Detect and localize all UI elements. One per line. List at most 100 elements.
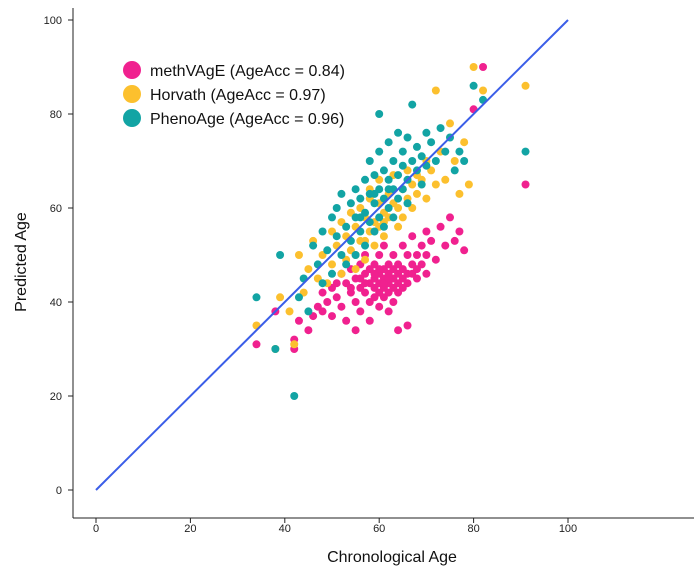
legend: methVAgE (AgeAcc = 0.84) Horvath (AgeAcc …: [123, 61, 345, 128]
data-point: [304, 307, 313, 316]
data-point: [479, 63, 488, 71]
data-point: [252, 293, 261, 302]
data-point: [455, 147, 464, 156]
data-point: [294, 293, 303, 302]
data-point: [375, 213, 384, 222]
data-point: [436, 222, 445, 231]
data-point: [375, 265, 384, 274]
data-point: [318, 307, 327, 316]
data-point: [328, 213, 336, 222]
data-point: [351, 298, 360, 306]
data-point: [384, 185, 393, 194]
data-point: [304, 265, 313, 274]
data-point: [394, 128, 403, 137]
y-tick-label: 100: [44, 15, 62, 27]
x-tick-label: 40: [279, 523, 291, 535]
legend-marker: [123, 61, 141, 79]
data-point: [464, 180, 473, 189]
data-point: [521, 180, 530, 189]
data-point: [323, 298, 332, 306]
x-ticks: 0 20 40 60 80 100: [93, 518, 577, 535]
data-point: [271, 345, 280, 353]
data-point: [408, 157, 417, 165]
data-point: [403, 321, 412, 330]
y-tick-label: 80: [50, 109, 62, 121]
x-tick-label: 0: [93, 523, 99, 535]
data-point: [356, 307, 365, 316]
data-point: [375, 251, 384, 259]
data-point: [422, 128, 431, 137]
data-point: [384, 175, 393, 184]
data-point: [328, 312, 336, 321]
data-point: [384, 307, 393, 316]
data-point: [427, 138, 436, 147]
data-point: [422, 194, 431, 203]
y-tick-label: 20: [50, 391, 62, 403]
y-ticks: 0 20 40 60 80 100: [44, 15, 73, 497]
data-point: [290, 340, 299, 349]
x-tick-label: 100: [559, 523, 577, 535]
data-point: [379, 232, 388, 241]
data-point: [455, 189, 464, 198]
x-tick-label: 60: [373, 523, 385, 535]
data-point: [318, 288, 327, 297]
legend-label: methVAgE (AgeAcc = 0.84): [150, 63, 345, 80]
data-point: [332, 293, 341, 302]
data-point: [370, 227, 379, 236]
data-point: [412, 274, 421, 283]
data-point: [384, 138, 393, 147]
identity-line: [95, 19, 569, 491]
data-point: [351, 326, 360, 335]
data-point: [276, 293, 285, 302]
data-point: [370, 171, 379, 180]
data-point: [389, 157, 398, 165]
data-point: [365, 157, 374, 165]
data-point: [361, 279, 370, 288]
data-point: [389, 298, 398, 306]
data-point: [469, 81, 478, 90]
data-point: [403, 199, 412, 208]
data-point: [370, 199, 379, 208]
data-point: [361, 288, 370, 297]
data-point: [332, 204, 341, 212]
data-point: [403, 133, 412, 142]
data-point: [294, 316, 303, 325]
data-point: [436, 124, 445, 133]
data-point: [328, 269, 336, 278]
legend-item: Horvath (AgeAcc = 0.97): [123, 85, 326, 104]
data-point: [469, 63, 478, 71]
data-point: [441, 147, 450, 156]
data-point: [521, 81, 530, 90]
data-point: [417, 152, 426, 161]
y-tick-label: 60: [50, 203, 62, 215]
legend-marker: [123, 109, 141, 127]
data-point: [431, 86, 440, 95]
data-point: [337, 269, 346, 278]
data-point: [394, 171, 403, 180]
data-point: [356, 194, 365, 203]
data-point: [389, 251, 398, 259]
data-point: [450, 166, 459, 175]
data-point: [412, 142, 421, 151]
data-point: [460, 138, 469, 147]
data-points: [252, 63, 530, 400]
data-point: [285, 307, 294, 316]
series-0-points: [252, 63, 530, 353]
data-point: [422, 269, 431, 278]
data-point: [351, 185, 360, 194]
data-point: [290, 392, 299, 400]
data-point: [337, 251, 346, 259]
x-tick-label: 80: [467, 523, 479, 535]
legend-item: PhenoAge (AgeAcc = 0.96): [123, 109, 344, 128]
y-axis: 0 20 40 60 80 100: [44, 8, 74, 518]
data-point: [417, 241, 426, 250]
data-point: [346, 283, 355, 292]
data-point: [417, 260, 426, 269]
data-point: [450, 236, 459, 245]
data-point: [412, 251, 421, 259]
data-point: [346, 199, 355, 208]
data-point: [441, 175, 450, 184]
data-point: [417, 180, 426, 189]
data-point: [408, 100, 417, 109]
